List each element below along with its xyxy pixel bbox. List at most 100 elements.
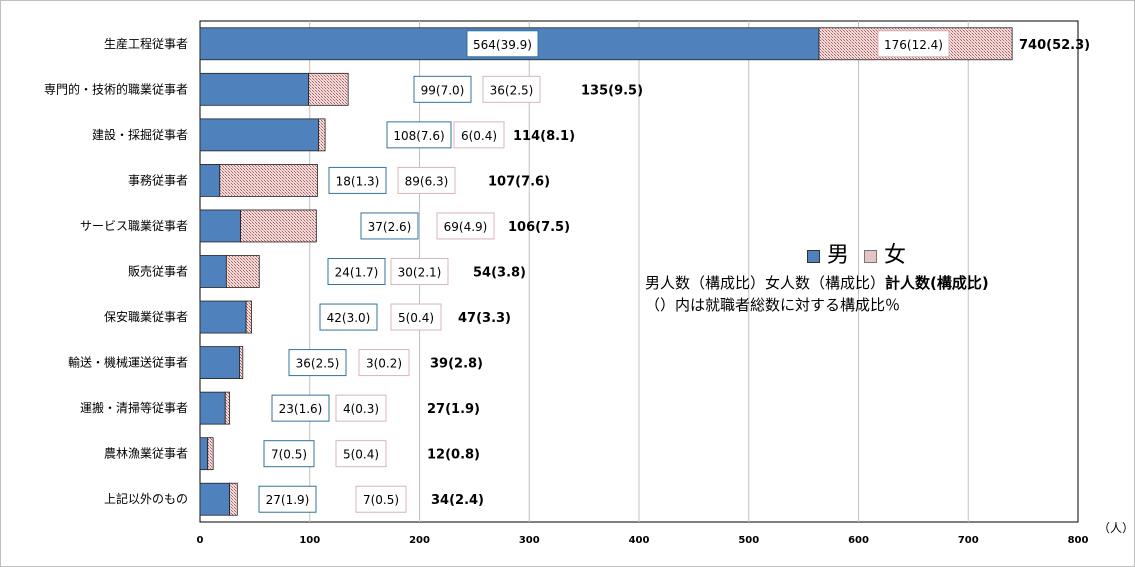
category-label: 上記以外のもの: [104, 491, 188, 506]
category-label: 保安職業従事者: [104, 309, 188, 324]
legend: 男 女: [807, 237, 906, 269]
x-tick-label: 800: [1068, 535, 1089, 546]
bar-male: [199, 437, 209, 471]
bar-female: [240, 209, 317, 243]
female-data-label-box: [335, 394, 387, 422]
female-data-label-box: [390, 303, 442, 331]
bar-female: [245, 300, 252, 334]
male-data-label: 7(0.5): [271, 448, 307, 462]
female-data-label-box: [355, 485, 407, 513]
male-data-label-box: [271, 394, 330, 422]
female-data-label: 3(0.2): [366, 357, 402, 371]
bar-male: [199, 255, 227, 288]
total-data-label: 54(3.8): [473, 266, 526, 281]
category-label: 建設・採掘従事者: [92, 127, 188, 142]
female-data-label: 5(0.4): [343, 448, 379, 462]
legend-female-swatch: [864, 249, 878, 263]
note-total: 計人数(構成比): [885, 274, 989, 292]
male-data-label-box: [466, 30, 539, 58]
bar-female: [225, 255, 260, 288]
x-tick-label: 400: [629, 535, 650, 546]
male-data-label-box: [319, 303, 378, 331]
total-data-label: 12(0.8): [427, 448, 480, 463]
legend-female: 女: [884, 243, 907, 268]
category-label: 輸送・機械運送従事者: [68, 355, 188, 370]
male-data-label-box: [360, 212, 419, 240]
female-data-label-box: [397, 166, 456, 194]
male-data-label-box: [258, 485, 317, 513]
male-data-label: 99(7.0): [421, 83, 465, 97]
x-unit-label: （人）: [1098, 521, 1134, 535]
bar-female: [219, 164, 318, 197]
female-data-label: 36(2.5): [490, 83, 534, 97]
category-label: 運搬・清掃等従事者: [80, 400, 188, 415]
total-data-label: 114(8.1): [513, 129, 575, 144]
category-label: 生産工程従事者: [104, 36, 188, 51]
category-label: 販売従事者: [128, 264, 188, 279]
female-data-label-box: [358, 349, 410, 377]
category-label: 専門的・技術的職業従事者: [44, 81, 188, 96]
male-data-label: 23(1.6): [279, 402, 323, 416]
category-label: サービス職業従事者: [80, 219, 188, 233]
note-line-2: （）内は就職者総数に対する構成比％: [645, 296, 901, 314]
female-data-label: 4(0.3): [343, 402, 379, 416]
male-data-label-box: [413, 75, 472, 103]
male-data-label: 564(39.9): [473, 38, 532, 52]
bar-male: [199, 482, 231, 516]
male-data-label: 24(1.7): [335, 266, 379, 280]
male-data-label: 36(2.5): [296, 357, 340, 371]
bar-female: [308, 72, 349, 106]
x-tick-label: 500: [738, 535, 759, 546]
bar-male: [199, 346, 240, 379]
female-data-label: 30(2.1): [398, 266, 442, 280]
female-data-label-box: [335, 440, 387, 468]
bar-male: [199, 118, 319, 152]
x-tick-label: 0: [197, 535, 204, 546]
x-tick-label: 200: [409, 535, 430, 546]
male-data-label-box: [288, 349, 347, 377]
male-data-label-box: [328, 166, 387, 194]
x-tick-label: 600: [848, 535, 869, 546]
male-data-label: 37(2.6): [368, 220, 412, 234]
bar-male: [199, 391, 226, 425]
bar-female: [229, 482, 238, 516]
female-data-label: 69(4.9): [444, 220, 488, 234]
male-data-label: 108(7.6): [393, 129, 444, 143]
female-data-label-box: [390, 258, 449, 285]
bar-female: [207, 437, 214, 471]
bar-male: [199, 300, 247, 334]
note-line-1: 男人数（構成比）女人数（構成比）計人数(構成比): [645, 272, 989, 293]
total-data-label: 34(2.4): [431, 493, 484, 508]
female-data-label-box: [877, 30, 950, 58]
x-tick-label: 700: [958, 535, 979, 546]
male-data-label: 27(1.9): [266, 493, 310, 507]
total-data-label: 27(1.9): [427, 402, 480, 417]
female-data-label: 7(0.5): [363, 493, 399, 507]
total-data-label: 107(7.6): [488, 174, 550, 189]
bar-female: [239, 346, 244, 379]
category-label: 農林漁業従事者: [104, 447, 188, 461]
total-data-label: 47(3.3): [458, 311, 511, 326]
bar-female: [318, 118, 326, 152]
female-data-label: 6(0.4): [461, 129, 497, 143]
legend-male-swatch: [807, 249, 820, 263]
male-data-label-box: [327, 258, 386, 285]
male-data-label: 18(1.3): [336, 174, 380, 188]
note-counts: 男人数（構成比）女人数（構成比）: [645, 274, 886, 292]
female-data-label-box: [436, 212, 495, 240]
category-label: 事務従事者: [128, 173, 188, 187]
x-tick-label: 300: [519, 535, 540, 546]
x-tick-label: 100: [299, 535, 320, 546]
female-data-label: 176(12.4): [884, 38, 943, 52]
total-data-label: 106(7.5): [508, 220, 570, 235]
male-data-label-box: [386, 121, 452, 149]
total-data-label: 135(9.5): [581, 83, 643, 98]
male-data-label: 42(3.0): [327, 311, 371, 325]
bar-male: [199, 164, 221, 197]
bar-female: [224, 391, 231, 425]
bar-male: [199, 72, 310, 106]
legend-male: 男: [827, 243, 850, 268]
female-data-label: 89(6.3): [405, 174, 449, 188]
